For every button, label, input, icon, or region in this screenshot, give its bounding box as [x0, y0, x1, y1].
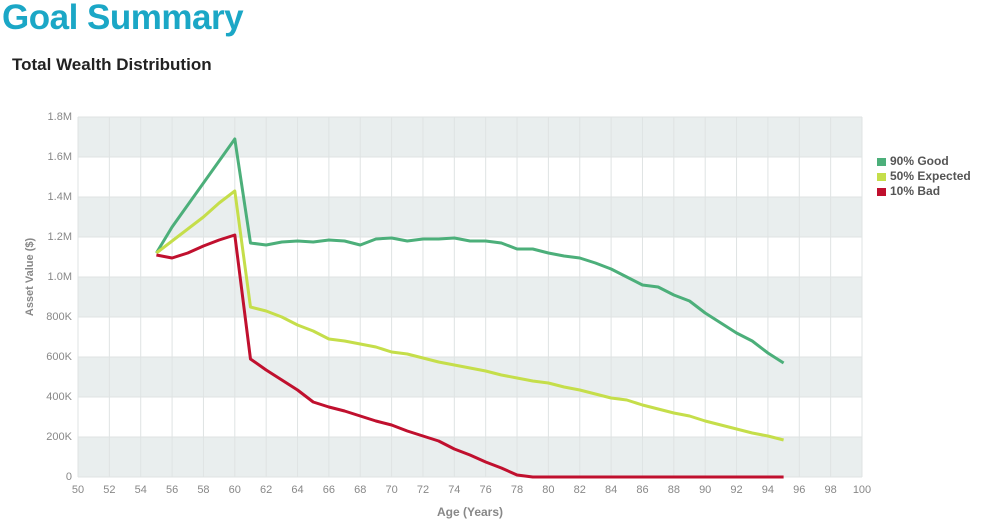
x-tick-label: 58 — [197, 484, 209, 496]
x-tick-label: 54 — [135, 484, 147, 496]
plot-band — [78, 197, 862, 237]
x-tick-label: 94 — [762, 484, 774, 496]
plot-band — [78, 117, 862, 157]
x-tick-label: 86 — [636, 484, 648, 496]
x-tick-label: 68 — [354, 484, 366, 496]
y-tick-label: 1.0M — [48, 271, 72, 283]
y-tick-label: 800K — [46, 311, 72, 323]
x-tick-label: 62 — [260, 484, 272, 496]
y-tick-label: 1.2M — [48, 231, 72, 243]
x-tick-label: 90 — [699, 484, 711, 496]
plot-band — [78, 437, 862, 477]
legend-swatch — [877, 173, 886, 181]
x-tick-label: 60 — [229, 484, 241, 496]
y-tick-label: 400K — [46, 391, 72, 403]
x-tick-label: 76 — [480, 484, 492, 496]
x-tick-label: 88 — [668, 484, 680, 496]
y-tick-label: 1.4M — [48, 191, 72, 203]
x-tick-label: 72 — [417, 484, 429, 496]
x-tick-label: 64 — [291, 484, 303, 496]
page-title: Goal Summary — [2, 0, 244, 37]
legend-label: 90% Good — [890, 154, 949, 168]
x-tick-label: 82 — [574, 484, 586, 496]
x-tick-label: 52 — [103, 484, 115, 496]
legend-label: 10% Bad — [890, 184, 940, 198]
x-tick-label: 50 — [72, 484, 84, 496]
x-tick-label: 70 — [385, 484, 397, 496]
x-tick-label: 78 — [511, 484, 523, 496]
y-tick-label: 0 — [66, 471, 72, 483]
x-tick-label: 56 — [166, 484, 178, 496]
y-axis-title: Asset Value ($) — [24, 238, 36, 317]
y-tick-label: 600K — [46, 351, 72, 363]
plot-band — [78, 277, 862, 317]
series-line — [156, 233, 784, 479]
x-tick-label: 98 — [825, 484, 837, 496]
x-tick-label: 74 — [448, 484, 460, 496]
series-line — [155, 137, 785, 365]
series-line — [155, 189, 784, 442]
y-tick-label: 200K — [46, 431, 72, 443]
x-tick-label: 80 — [542, 484, 554, 496]
chart-subtitle: Total Wealth Distribution — [12, 55, 212, 74]
x-tick-label: 100 — [853, 484, 871, 496]
y-tick-label: 1.8M — [48, 111, 72, 123]
legend-swatch — [877, 158, 886, 166]
legend-label: 50% Expected — [890, 169, 971, 183]
x-tick-label: 66 — [323, 484, 335, 496]
x-axis-title: Age (Years) — [437, 505, 503, 519]
x-tick-label: 96 — [793, 484, 805, 496]
legend-swatch — [877, 188, 886, 196]
x-tick-label: 92 — [730, 484, 742, 496]
plot-band — [78, 357, 862, 397]
y-tick-label: 1.6M — [48, 151, 72, 163]
x-tick-label: 84 — [605, 484, 617, 496]
